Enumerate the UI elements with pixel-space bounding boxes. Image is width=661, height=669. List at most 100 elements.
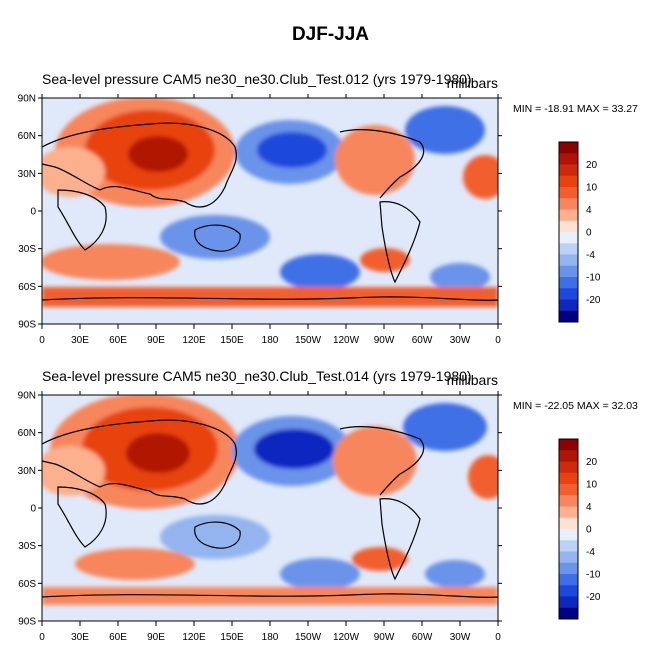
coastlines xyxy=(42,419,498,598)
colorbar-swatch xyxy=(559,232,578,244)
lon-tick-label: 30W xyxy=(450,335,471,346)
pressure-high-southindian xyxy=(75,548,195,580)
colorbar-swatch xyxy=(559,585,578,597)
panel-title: Sea-level pressure CAM5 ne30_ne30.Club_T… xyxy=(42,71,472,87)
lon-tick-label: 150W xyxy=(295,335,322,346)
colorbar-swatch xyxy=(559,495,578,507)
lon-tick-label: 30E xyxy=(71,335,89,346)
lon-tick-label: 120E xyxy=(182,632,206,643)
min-max-label: MIN = -22.05 MAX = 32.03 xyxy=(513,400,638,412)
colorbar-swatch xyxy=(559,142,578,154)
colorbar-swatch xyxy=(559,540,578,552)
colorbar-swatch xyxy=(559,198,578,210)
lon-tick-label: 120W xyxy=(333,632,360,643)
colorbar-swatch xyxy=(559,551,578,564)
pressure-low-aleutian xyxy=(254,429,334,469)
colorbar-swatch xyxy=(559,484,578,496)
lat-tick-label: 60N xyxy=(18,131,36,142)
latitude-axis: 90N 60N 30N 0 30S 60S 90S xyxy=(18,94,502,331)
colorbar: 20 10 4 0 -4 -10 -20 xyxy=(558,141,601,323)
longitude-axis: 0 30E 60E 90E 120E 150E 180 150W 120W 90W 60W 30W 0 xyxy=(39,94,501,346)
colorbar-label: 20 xyxy=(586,160,598,171)
lat-tick-label: 90N xyxy=(18,391,36,402)
colorbar-label: 4 xyxy=(586,502,592,513)
colorbar-label: 4 xyxy=(586,205,592,216)
panel-title: Sea-level pressure CAM5 ne30_ne30.Club_T… xyxy=(42,368,472,384)
units-label: millibars xyxy=(446,75,498,91)
colorbar-label: -20 xyxy=(586,592,601,603)
pressure-high-asia-core xyxy=(126,433,190,473)
colorbar-swatch xyxy=(559,265,578,278)
colorbar-swatch xyxy=(559,607,578,620)
colorbar-swatch xyxy=(559,299,578,312)
colorbar-swatch xyxy=(559,175,578,188)
pressure-low-southpacific xyxy=(280,254,360,290)
colorbar-swatch xyxy=(559,164,578,177)
colorbar-swatch xyxy=(559,439,578,451)
contour-map: 90N 60N 30N 0 30S 60S 90S 0 30E 60E 90E 120E 150E 18… xyxy=(18,94,601,347)
lon-tick-label: 180 xyxy=(262,335,279,346)
colorbar-swatch xyxy=(559,254,578,267)
lon-tick-label: 0 xyxy=(39,335,45,346)
pressure-band-antarctic xyxy=(42,287,498,307)
units-label: millibars xyxy=(446,372,498,388)
pressure-low-southpacific xyxy=(280,558,360,590)
colorbar-label: -4 xyxy=(586,250,595,261)
lat-tick-label: 0 xyxy=(30,207,36,218)
pressure-high-namerica xyxy=(333,426,417,496)
pressure-low-australia xyxy=(160,215,270,259)
min-max-label: MIN = -18.91 MAX = 33.27 xyxy=(513,103,638,115)
colorbar-swatch xyxy=(559,574,578,586)
lat-tick-label: 90S xyxy=(18,320,36,331)
lat-tick-label: 60S xyxy=(18,282,36,293)
colorbar-label: 10 xyxy=(586,480,598,491)
map-panel-bottom: Sea-level pressure CAM5 ne30_ne30.Club_T… xyxy=(0,368,661,669)
figure-title: DJF-JJA xyxy=(291,24,370,45)
colorbar-swatch xyxy=(559,243,578,255)
map-panel-top: Sea-level pressure CAM5 ne30_ne30.Club_T… xyxy=(0,71,661,372)
lon-tick-label: 150E xyxy=(220,632,244,643)
lon-tick-label: 90E xyxy=(147,632,165,643)
pressure-low-icelandic xyxy=(403,403,487,451)
pressure-positive-europe xyxy=(42,446,105,496)
colorbar-swatch xyxy=(559,153,578,165)
colorbar-label: 0 xyxy=(586,525,592,536)
lon-tick-label: 30E xyxy=(71,632,89,643)
pressure-low-icelandic xyxy=(405,106,485,154)
coastlines xyxy=(42,122,498,301)
colorbar-label: -20 xyxy=(586,295,601,306)
colorbar-swatch xyxy=(559,220,578,233)
lon-tick-label: 150W xyxy=(295,632,322,643)
pressure-high-southeastpacific xyxy=(352,547,408,571)
lon-tick-label: 90E xyxy=(147,335,165,346)
pressure-positive-europe xyxy=(42,147,105,197)
lat-tick-label: 30S xyxy=(18,541,36,552)
longitude-axis: 0 30E 60E 90E 120E 150E 180 150W 120W 90W 60W 30W 0 xyxy=(39,391,501,643)
colorbar-frame xyxy=(558,438,579,620)
colorbar-swatch xyxy=(559,596,578,609)
colorbar-swatch xyxy=(559,310,578,323)
lon-tick-label: 0 xyxy=(495,632,501,643)
colorbar-swatch xyxy=(559,187,578,199)
colorbar-frame xyxy=(558,141,579,323)
lat-tick-label: 60N xyxy=(18,428,36,439)
contour-map: 90N 60N 30N 0 30S 60S 90S 0 30E 60E 90E 120E 150E 18… xyxy=(18,391,601,644)
colorbar-label: 20 xyxy=(586,457,598,468)
pressure-high-southeastpacific xyxy=(360,248,410,272)
pressure-low-aleutian xyxy=(257,132,327,168)
colorbar-swatch xyxy=(559,277,578,289)
pressure-low-australia xyxy=(160,515,270,559)
lon-tick-label: 60E xyxy=(109,632,127,643)
colorbar: 20 10 4 0 -4 -10 -20 xyxy=(558,438,601,620)
colorbar-label: -4 xyxy=(586,547,595,558)
lat-tick-label: 0 xyxy=(30,504,36,515)
lon-tick-label: 60W xyxy=(412,632,433,643)
lon-tick-label: 150E xyxy=(220,335,244,346)
colorbar-label: -10 xyxy=(586,273,601,284)
colorbar-swatch xyxy=(559,461,578,474)
lon-tick-label: 60E xyxy=(109,335,127,346)
pressure-positive-eastatlantic xyxy=(463,155,498,199)
colorbar-swatch xyxy=(559,288,578,300)
lat-tick-label: 60S xyxy=(18,579,36,590)
lon-tick-label: 0 xyxy=(495,335,501,346)
